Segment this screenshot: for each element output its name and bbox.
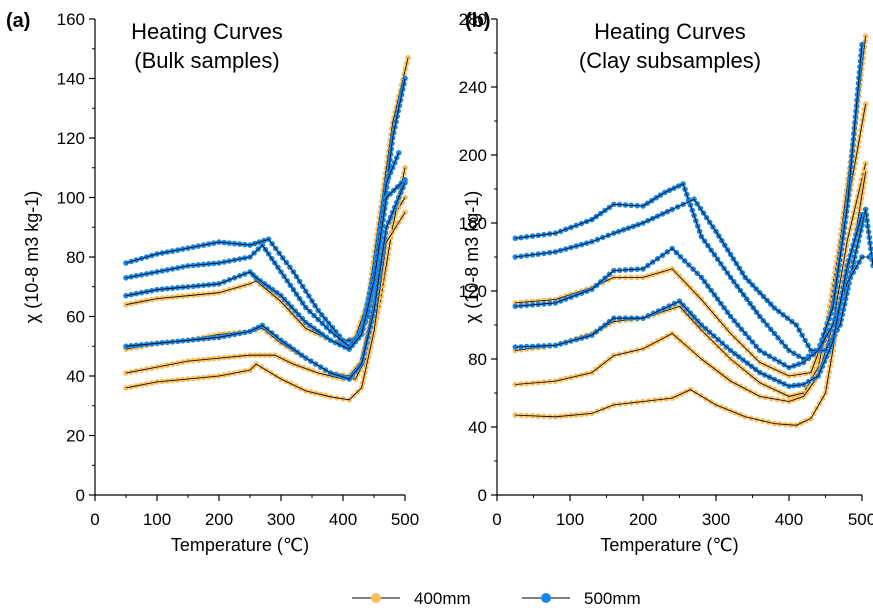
x-tick-label-b: 300 [702,510,730,529]
legend-marker-500mm [541,593,551,603]
y-tick-label-a: 120 [57,129,85,148]
y-tick-label-b: 0 [478,486,487,505]
x-tick-label-a: 300 [267,510,295,529]
y-tick-label-b: 200 [459,146,487,165]
x-tick-label-a: 400 [329,510,357,529]
panel-subtitle-a: (Bulk samples) [134,48,279,73]
series-line-400mm [515,163,866,402]
legend: 400mm 500mm [352,589,641,608]
panel-letter-b: (b) [465,10,491,32]
y-axis-title-b: χ (10-8 m3 kg-1) [462,191,482,324]
data-point-500mm [870,262,873,269]
y-tick-label-b: 80 [468,350,487,369]
panel-title-a: Heating Curves [131,19,283,44]
series-line-500mm [125,179,406,350]
x-tick-label-b: 500 [848,510,873,529]
series-line-400mm [515,171,866,426]
series-500mm-a [123,150,402,350]
x-tick-label-b: 400 [775,510,803,529]
x-tick-label-a: 200 [205,510,233,529]
panel-letter-a: (a) [6,10,30,32]
x-tick-label-b: 100 [556,510,584,529]
legend-item-400mm[interactable]: 400mm [352,589,471,608]
y-tick-label-a: 20 [66,427,85,446]
series-line-500mm [125,78,406,341]
panel-title-b: Heating Curves [594,19,746,44]
y-tick-label-a: 100 [57,189,85,208]
y-axis-title-a: χ (10-8 m3 kg-1) [22,191,42,324]
x-tick-label-b: 0 [492,510,501,529]
legend-label-400mm: 400mm [414,589,471,608]
series-line-500mm [125,182,406,380]
legend-marker-400mm [371,593,381,603]
series-500mm-a [123,179,408,382]
y-tick-label-a: 160 [57,10,85,29]
data-point-400mm [405,54,411,61]
series-400mm-b [512,169,869,429]
series-line-400mm [125,212,406,401]
y-tick-label-a: 0 [76,486,85,505]
y-tick-label-b: 40 [468,418,487,437]
panel-b-chart: 0 100 200 300 400 500 0 40 80 120 160 200 240 280 Temp… [459,10,873,555]
x-tick-label-a: 100 [143,510,171,529]
series-line-500mm [515,198,873,351]
x-tick-label-a: 0 [90,510,99,529]
data-point-400mm [123,385,129,391]
series-line-500mm [515,44,863,360]
y-tick-label-a: 40 [66,367,85,386]
series-400mm-a [123,209,408,403]
panel-a-chart: 0 100 200 300 400 500 0 20 40 60 80 100 120 140 160 Tem… [6,10,419,555]
y-tick-label-b: 240 [459,78,487,97]
series-line-500mm [515,214,863,387]
y-tick-label-a: 80 [66,248,85,267]
legend-item-500mm[interactable]: 500mm [522,589,641,608]
panel-subtitle-b: (Clay subsamples) [579,48,761,73]
series-500mm-b [512,41,865,362]
x-axis-title-a: Temperature (℃) [171,535,309,555]
y-tick-label-a: 60 [66,308,85,327]
legend-label-500mm: 500mm [584,589,641,608]
y-tick-label-b: 120 [459,282,487,301]
x-axis-title-b: Temperature (℃) [600,535,738,555]
series-500mm-a [123,176,408,353]
data-point-400mm [123,301,129,308]
series-500mm-b [512,196,873,354]
y-tick-label-b: 160 [459,214,487,233]
series-500mm-b [512,211,865,390]
data-point-500mm [512,344,519,350]
y-tick-label-a: 140 [57,70,85,89]
x-tick-label-a: 500 [391,510,419,529]
x-tick-label-b: 200 [629,510,657,529]
y-tick-label-b: 280 [459,10,487,29]
